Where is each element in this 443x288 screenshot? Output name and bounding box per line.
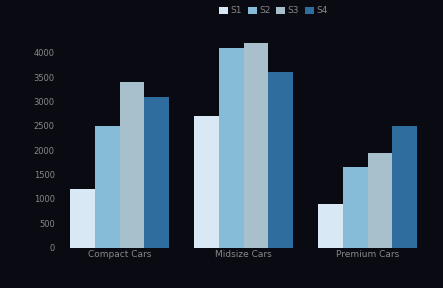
Bar bbox=[144, 97, 169, 248]
Bar bbox=[219, 48, 244, 248]
Bar bbox=[392, 126, 417, 248]
Bar bbox=[318, 204, 343, 248]
Bar bbox=[120, 82, 144, 248]
Legend: S1, S2, S3, S4: S1, S2, S3, S4 bbox=[215, 3, 331, 19]
Bar bbox=[70, 189, 95, 248]
Bar bbox=[343, 167, 368, 248]
Bar bbox=[268, 72, 293, 248]
Bar bbox=[244, 38, 268, 248]
Bar bbox=[194, 116, 219, 248]
Bar bbox=[368, 153, 392, 248]
Bar bbox=[95, 126, 120, 248]
